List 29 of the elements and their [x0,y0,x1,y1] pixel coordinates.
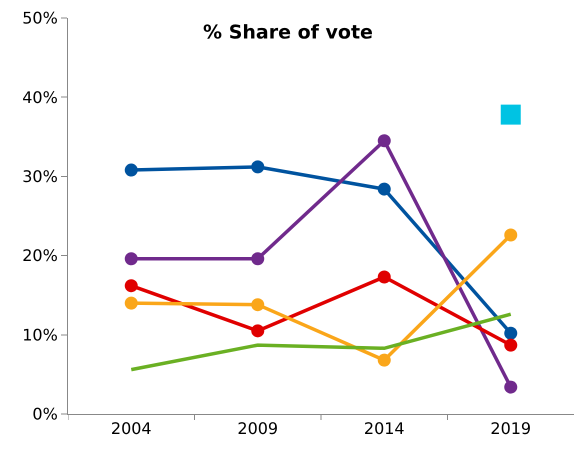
point [378,134,391,148]
x-tick-label: 2014 [364,419,405,438]
point [378,270,391,284]
point [500,104,521,125]
point [504,338,518,352]
point [378,354,391,367]
point [504,380,518,394]
y-tick-label: 30% [22,167,58,186]
x-tick-label: 2004 [110,419,152,438]
chart-title: % Share of vote [203,22,373,44]
point [124,164,138,177]
point [251,160,264,174]
point [251,298,264,312]
point [504,326,518,340]
y-tick-label: 20% [22,246,58,266]
y-tick-label: 0% [32,404,58,424]
x-tick-label: 2019 [490,419,532,438]
point [251,252,264,266]
point [124,296,138,310]
point [504,228,518,242]
y-tick-label: 10% [22,325,58,344]
line-series [130,312,512,372]
y-tick-label: 50% [22,8,58,28]
point [378,182,391,196]
point [124,252,138,266]
point [251,324,264,338]
point [124,279,138,292]
x-tick-label: 2009 [237,419,278,438]
y-tick-label: 40% [22,88,58,107]
